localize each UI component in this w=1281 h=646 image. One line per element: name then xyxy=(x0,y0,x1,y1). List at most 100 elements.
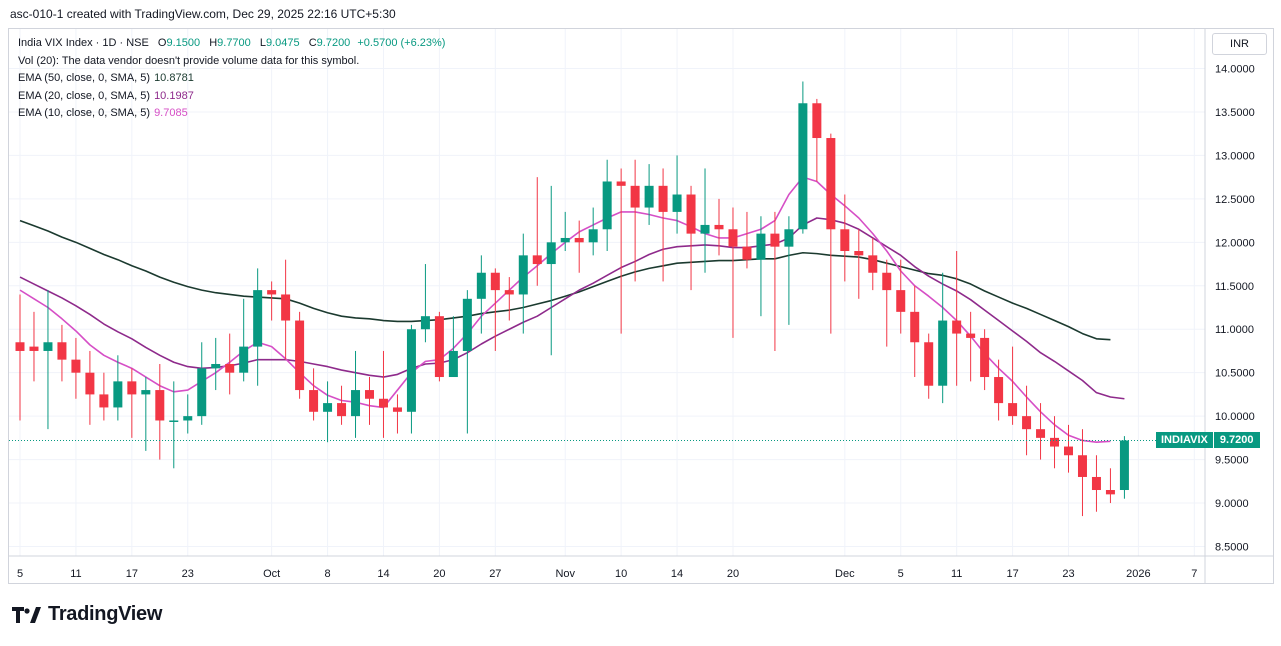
y-tick-label: 8.5000 xyxy=(1215,542,1249,554)
candle-body xyxy=(714,224,724,230)
last-price-value: 9.7200 xyxy=(1212,432,1260,449)
candle-body xyxy=(225,363,235,373)
candle xyxy=(71,337,81,399)
candle xyxy=(183,394,193,434)
candle-body xyxy=(602,181,612,230)
candle xyxy=(1064,424,1073,473)
low-value: 9.0475 xyxy=(265,37,300,49)
low-label: L xyxy=(259,37,266,49)
candle-body xyxy=(57,342,67,360)
candle xyxy=(910,285,920,378)
candle xyxy=(57,324,67,382)
candle xyxy=(868,237,878,291)
candle xyxy=(896,259,906,334)
candle-body xyxy=(15,342,25,351)
ema50-group xyxy=(19,219,1111,341)
x-tick-label: 10 xyxy=(615,568,627,580)
y-tick-label: 11.0000 xyxy=(1215,324,1254,336)
candle-body xyxy=(658,185,668,212)
x-tick-label: 17 xyxy=(1006,568,1018,580)
candle xyxy=(924,333,934,399)
candle xyxy=(756,216,766,317)
grid-lines xyxy=(9,29,1274,584)
y-tick-label: 13.0000 xyxy=(1215,150,1255,162)
candle-body xyxy=(239,346,249,373)
candle xyxy=(714,198,724,256)
candle-body xyxy=(1050,437,1060,447)
x-tick-label: Oct xyxy=(263,568,280,580)
candle xyxy=(29,311,39,382)
candle xyxy=(1091,455,1101,512)
candle-body xyxy=(896,290,906,312)
candle xyxy=(980,329,990,391)
candle xyxy=(99,372,109,421)
candle-body xyxy=(882,272,892,291)
brand-text: TradingView xyxy=(48,603,163,625)
candle xyxy=(560,211,570,252)
footer-brand[interactable]: TradingView xyxy=(12,603,162,626)
candle xyxy=(351,350,361,438)
candle-body xyxy=(546,242,556,265)
candle-body xyxy=(952,320,962,334)
candle xyxy=(490,268,500,351)
candle xyxy=(309,368,319,421)
x-tick-label: 5 xyxy=(898,568,904,580)
candle-body xyxy=(924,342,934,386)
ema50-value: 10.8781 xyxy=(154,72,194,84)
candle xyxy=(267,281,277,321)
open-value: 9.1500 xyxy=(166,37,201,49)
candle xyxy=(504,277,514,321)
candle xyxy=(994,359,1004,421)
x-tick-label: 7 xyxy=(1191,568,1197,580)
candle xyxy=(141,377,151,451)
y-tick-label: 9.5000 xyxy=(1215,455,1249,467)
close-label: C xyxy=(308,37,317,49)
candle-body xyxy=(630,185,640,208)
ema10-value: 9.7085 xyxy=(154,107,188,119)
candle-body xyxy=(784,229,794,247)
candle xyxy=(798,81,808,234)
y-tick-label: 12.0000 xyxy=(1215,237,1255,249)
chart-legend: India VIX Index · 1D · NSE O9.1500 H9.77… xyxy=(18,35,445,123)
candle-body xyxy=(938,320,948,386)
candle xyxy=(546,185,556,356)
ema50-label: EMA (50, close, 0, SMA, 5) xyxy=(18,72,151,84)
candle-body xyxy=(672,194,682,212)
candle-body xyxy=(71,359,81,373)
x-tick-label: 11 xyxy=(951,568,962,580)
ema10-label: EMA (10, close, 0, SMA, 5) xyxy=(18,107,151,119)
x-tick-label: 8 xyxy=(324,568,330,580)
candle-body xyxy=(812,103,822,139)
candle-body xyxy=(728,229,738,247)
candle xyxy=(113,355,123,421)
candle xyxy=(365,377,374,425)
x-tick-label: 14 xyxy=(377,568,389,580)
symbol-label: India VIX Index · 1D · NSE xyxy=(18,37,149,49)
candle-body xyxy=(700,224,710,234)
candle-body xyxy=(351,390,361,417)
candle-body xyxy=(1022,416,1032,430)
currency-button[interactable]: INR xyxy=(1212,33,1267,55)
candle-body xyxy=(798,103,808,230)
candle xyxy=(840,194,850,282)
candle-body xyxy=(980,337,990,378)
high-label: H xyxy=(209,37,218,49)
candle-body xyxy=(295,320,305,391)
candle-body xyxy=(854,251,864,256)
candle xyxy=(518,233,528,334)
candle-body xyxy=(267,290,277,295)
candle xyxy=(169,381,179,469)
y-tick-label: 13.5000 xyxy=(1215,107,1255,119)
candle-body xyxy=(1119,440,1129,491)
chart-frame xyxy=(8,28,1274,584)
candle-body xyxy=(742,246,752,260)
candle xyxy=(378,350,388,438)
candle xyxy=(1008,346,1018,425)
legend-vol-row: Vol (20): The data vendor doesn't provid… xyxy=(18,54,360,67)
candle xyxy=(686,185,696,291)
open-label: O xyxy=(157,37,167,49)
candle xyxy=(966,311,976,382)
candle-body xyxy=(113,381,123,408)
candle xyxy=(392,394,402,434)
